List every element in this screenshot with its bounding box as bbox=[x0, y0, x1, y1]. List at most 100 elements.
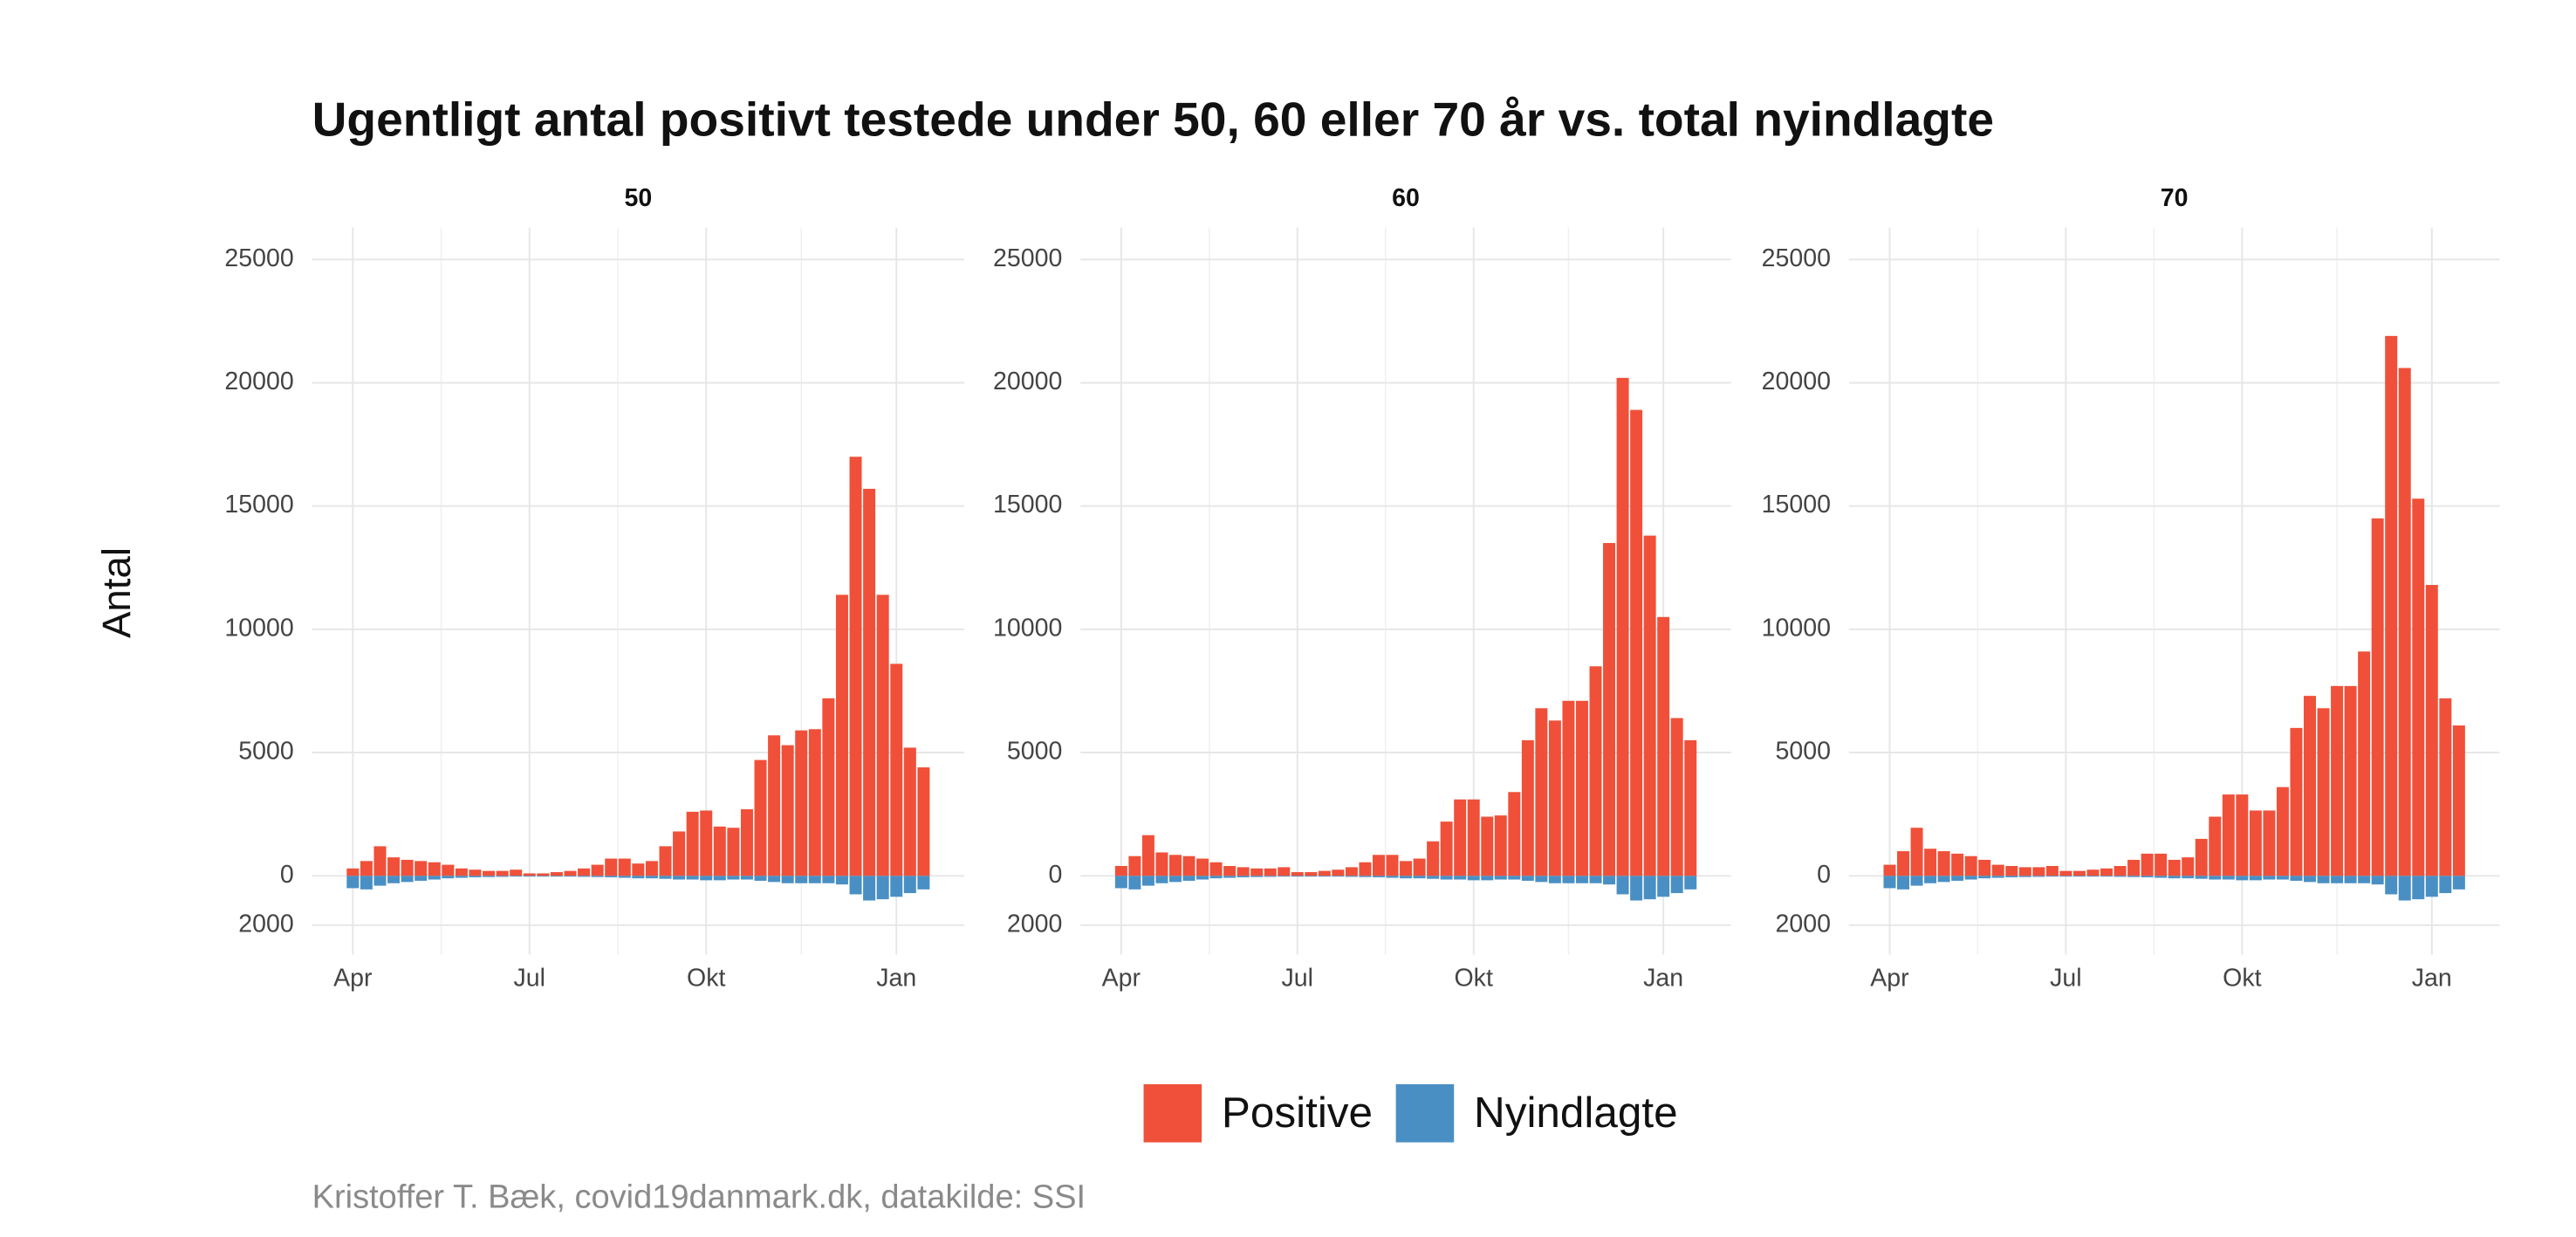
bar bbox=[2182, 857, 2195, 876]
bar bbox=[1413, 858, 1426, 876]
bar bbox=[1991, 876, 2004, 878]
bar bbox=[1318, 870, 1331, 876]
bar bbox=[1168, 876, 1182, 883]
bar bbox=[523, 873, 536, 876]
bar bbox=[1386, 855, 1399, 876]
bar bbox=[1427, 876, 1440, 879]
y-tick-label: 20000 bbox=[224, 368, 293, 395]
legend-swatch bbox=[1143, 1084, 1202, 1143]
y-tick-label: 15000 bbox=[1762, 491, 1831, 519]
bar bbox=[2141, 876, 2154, 877]
bar bbox=[1168, 855, 1182, 876]
bar bbox=[442, 876, 455, 879]
bar bbox=[2100, 868, 2113, 876]
bar bbox=[1562, 876, 1575, 883]
bar bbox=[1345, 867, 1358, 876]
bar bbox=[632, 863, 645, 876]
bar bbox=[578, 868, 591, 876]
bar bbox=[387, 857, 401, 876]
bar bbox=[1264, 868, 1277, 876]
y-tick-label: 5000 bbox=[1007, 738, 1062, 766]
y-tick-label: 2000 bbox=[1776, 910, 1831, 938]
bar bbox=[1535, 708, 1548, 876]
bar bbox=[1278, 867, 1291, 876]
bar bbox=[428, 876, 441, 880]
bar bbox=[2304, 876, 2316, 883]
bar bbox=[2371, 876, 2384, 885]
bar bbox=[2439, 876, 2452, 894]
bar bbox=[469, 876, 482, 877]
bar bbox=[713, 826, 726, 876]
bar bbox=[2155, 876, 2168, 878]
bar bbox=[2222, 794, 2235, 876]
bar bbox=[2331, 685, 2344, 876]
bar bbox=[2398, 876, 2411, 901]
x-tick-label: Jan bbox=[1643, 965, 1683, 993]
bar bbox=[1250, 868, 1264, 876]
y-tick-label: 10000 bbox=[993, 614, 1062, 642]
bar bbox=[1589, 666, 1602, 876]
bar bbox=[1440, 821, 1453, 876]
bar bbox=[373, 876, 387, 886]
bar bbox=[1427, 841, 1440, 876]
bar bbox=[1684, 876, 1697, 890]
bar bbox=[808, 729, 821, 876]
facet-title: 70 bbox=[2161, 184, 2189, 212]
bar bbox=[1386, 876, 1399, 878]
bar bbox=[1897, 876, 1910, 890]
bar bbox=[2195, 838, 2208, 876]
bar bbox=[1548, 720, 1561, 876]
bar bbox=[1630, 409, 1643, 876]
bar bbox=[1467, 876, 1480, 881]
bar bbox=[496, 870, 509, 876]
bar bbox=[1643, 535, 1656, 876]
bar bbox=[2385, 335, 2398, 876]
bar bbox=[849, 457, 862, 876]
bar bbox=[2236, 876, 2249, 881]
bar bbox=[1964, 876, 1977, 880]
y-tick-label: 15000 bbox=[224, 491, 293, 519]
bar bbox=[808, 876, 821, 883]
bar bbox=[1603, 876, 1616, 885]
bar bbox=[1182, 876, 1196, 881]
bar bbox=[632, 876, 645, 879]
bar bbox=[1400, 861, 1413, 876]
bar bbox=[605, 876, 618, 877]
bar bbox=[1951, 876, 1964, 881]
x-tick-label: Okt bbox=[687, 965, 725, 993]
legend-label: Positive bbox=[1222, 1089, 1373, 1137]
caption: Kristoffer T. Bæk, covid19danmark.dk, da… bbox=[312, 1179, 1086, 1215]
bar bbox=[1155, 876, 1168, 883]
bar bbox=[659, 876, 672, 879]
bar bbox=[673, 831, 686, 876]
bar bbox=[2290, 727, 2303, 876]
bar bbox=[754, 759, 767, 876]
bar bbox=[2317, 708, 2330, 876]
y-axis-title: Antal bbox=[94, 547, 139, 638]
bar bbox=[455, 876, 468, 878]
bar bbox=[1400, 876, 1413, 879]
bar bbox=[1589, 876, 1602, 883]
bar bbox=[795, 876, 808, 883]
bar bbox=[510, 869, 523, 876]
bar bbox=[1616, 876, 1629, 895]
bar bbox=[1114, 876, 1127, 889]
x-tick-label: Apr bbox=[333, 965, 373, 993]
bar bbox=[2425, 876, 2438, 897]
bar bbox=[917, 767, 930, 876]
bar bbox=[1924, 876, 1937, 883]
bar bbox=[727, 828, 740, 876]
y-tick-label: 2000 bbox=[238, 910, 293, 938]
bar bbox=[2371, 518, 2384, 876]
bar bbox=[1372, 876, 1385, 877]
bar bbox=[2086, 869, 2100, 876]
bar bbox=[917, 876, 930, 890]
bar bbox=[2209, 816, 2222, 876]
bar bbox=[605, 858, 618, 876]
bar bbox=[1924, 849, 1937, 876]
bar bbox=[1657, 876, 1670, 897]
bar bbox=[1372, 855, 1385, 876]
bar bbox=[2358, 876, 2371, 883]
bar bbox=[1305, 872, 1318, 876]
